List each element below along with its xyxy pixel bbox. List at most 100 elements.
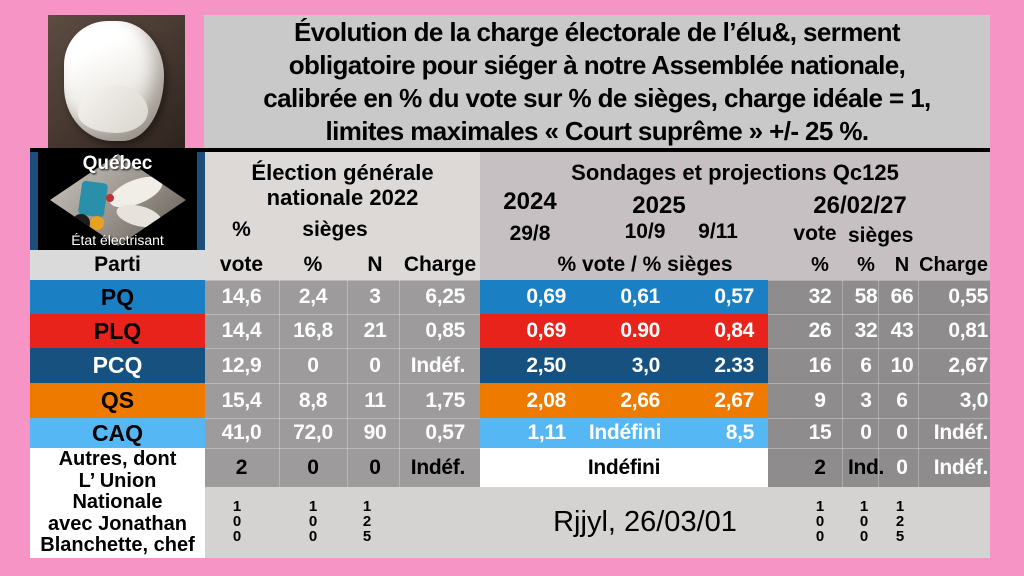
white-cloth-fold	[78, 85, 148, 133]
cell-value: 10	[890, 353, 914, 377]
column-separator	[347, 314, 348, 348]
column-separator	[878, 348, 879, 383]
party-label: CAQ	[30, 418, 205, 448]
column-separator	[878, 448, 879, 487]
party-column-header: Parti	[30, 250, 205, 280]
column-separator	[918, 418, 919, 448]
column-separator	[279, 280, 280, 314]
cell-value: 72,0	[293, 421, 333, 444]
party-label: PCQ	[30, 348, 205, 383]
projection-block	[768, 418, 990, 448]
column-separator	[918, 314, 919, 348]
cell-value: Indéf.	[933, 455, 989, 479]
election-2022-title-line1: Élection générale	[251, 160, 434, 185]
title-line: limites maximales « Court suprême » +/- …	[325, 115, 869, 146]
cell-value: Indéfini	[588, 421, 662, 444]
column-separator	[279, 448, 280, 487]
col-header-pct: %	[303, 253, 323, 276]
red-dot-shape	[106, 194, 114, 202]
proj-sieges-header: sièges	[848, 224, 914, 247]
total-stack-left-0: 1 0 0	[232, 498, 242, 545]
cell-value: 2,08	[526, 388, 566, 412]
cell-value: 15,4	[221, 388, 262, 412]
column-separator	[399, 418, 400, 448]
table-row-caq: CAQ 41,0 72,0 90 0,57 1,11 Indéfini 8,5 15 0 0 Indé…	[30, 418, 990, 448]
cell-value: 2	[814, 455, 826, 479]
cell-value: 0,84	[714, 319, 754, 342]
sondages-block	[480, 348, 768, 383]
column-separator	[399, 348, 400, 383]
year-2025: 2025	[632, 192, 686, 219]
cell-value: 66	[890, 285, 914, 308]
total-stack-right-0: 1 0 0	[815, 498, 825, 545]
election-2022-block	[205, 314, 480, 348]
projection-block	[768, 448, 990, 487]
cell-value: 3,0	[631, 353, 661, 377]
cell-value: Indéf.	[410, 353, 466, 377]
column-separator	[878, 314, 879, 348]
table-row-pq: PQ 14,6 2,4 3 6,25 0,69 0,61 0,57 32 58 66 0,55	[30, 280, 990, 314]
column-separator	[878, 280, 879, 314]
column-separator	[842, 383, 843, 418]
cell-value: 90	[363, 421, 387, 444]
column-separator	[842, 418, 843, 448]
column-separator	[347, 448, 348, 487]
column-separator	[279, 383, 280, 418]
cell-value: 2	[235, 455, 248, 479]
projection-block	[768, 348, 990, 383]
column-separator	[918, 348, 919, 383]
election-2022-header-bg	[205, 152, 480, 280]
cell-value: 0	[896, 455, 908, 479]
autres-label-line: Autres, dont	[58, 448, 177, 471]
cell-value: 9	[814, 388, 826, 412]
cell-value: 2,67	[948, 353, 988, 377]
party-label: PLQ	[30, 314, 205, 348]
election-2022-block	[205, 348, 480, 383]
cell-value: 6,25	[425, 285, 465, 308]
sondages-block	[480, 418, 768, 448]
date-9-11: 9/11	[698, 220, 738, 243]
column-separator	[399, 314, 400, 348]
cell-value: 6	[896, 388, 908, 412]
cell-value: 41,0	[221, 421, 262, 444]
column-separator	[399, 383, 400, 418]
total-stack-right-2: 1 2 5	[895, 498, 905, 545]
column-separator	[347, 348, 348, 383]
cell-value: 0	[369, 455, 381, 479]
proj-col-pct2: %	[857, 254, 875, 276]
total-stack-left-2: 1 2 5	[362, 498, 372, 545]
column-separator	[918, 448, 919, 487]
autres-label-line: avec Jonathan	[48, 512, 187, 535]
proj-vote-header: vote	[793, 222, 837, 245]
column-separator	[878, 383, 879, 418]
proj-col-pct1: %	[811, 254, 829, 276]
cell-value: Ind.	[847, 455, 885, 479]
cell-value: 3,0	[959, 388, 989, 412]
column-separator	[842, 314, 843, 348]
party-label: QS	[30, 383, 205, 418]
cell-value: 1,75	[425, 388, 465, 412]
white-sculpture-photo	[48, 15, 185, 148]
total-stack-left-1: 1 0 0	[308, 498, 318, 545]
sondages-header-bg	[480, 152, 990, 280]
total-stack-right-1: 1 0 0	[859, 498, 869, 545]
cell-value: 16	[808, 353, 832, 377]
sieges-header: sièges	[302, 218, 368, 241]
cell-value: 2.33	[714, 353, 754, 377]
cell-value: 0,69	[526, 319, 566, 342]
column-separator	[842, 448, 843, 487]
year-2024: 2024	[503, 188, 557, 215]
quebec-logo: Québec État électrisant	[30, 152, 205, 250]
column-separator	[279, 314, 280, 348]
year-26-02-27: 26/02/27	[813, 192, 907, 219]
cell-value: 2,4	[298, 285, 328, 308]
cell-value: 58	[854, 285, 878, 308]
projection-block	[768, 383, 990, 418]
col-header-charge: Charge	[403, 253, 477, 276]
cell-value: 2,50	[526, 353, 566, 377]
cell-value: 14,4	[221, 319, 262, 342]
cell-value: 0,55	[948, 285, 988, 308]
cell-value: 8,8	[298, 388, 328, 412]
table-row-pcq: PCQ 12,9 0 0 Indéf. 2,50 3,0 2.33 16 6 10 2,67	[30, 348, 990, 383]
proj-col-n: N	[894, 254, 910, 276]
